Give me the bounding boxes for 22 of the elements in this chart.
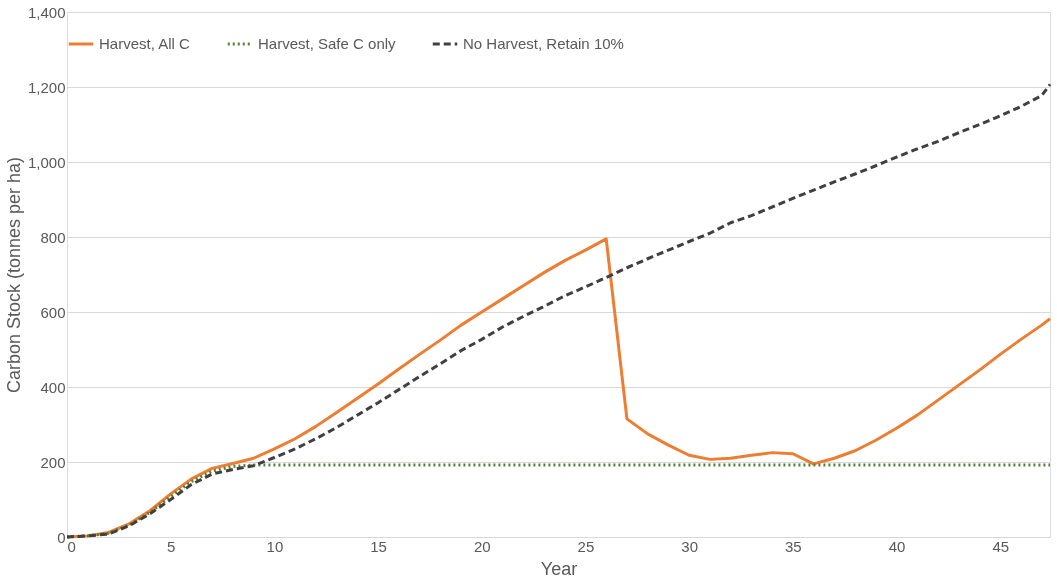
x-tick-label: 5 xyxy=(167,537,176,555)
y-tick-label: 600 xyxy=(40,303,66,321)
x-tick-label: 40 xyxy=(888,537,906,555)
x-tick-label: 30 xyxy=(681,537,698,555)
y-tick-label: 1,400 xyxy=(27,3,66,21)
y-tick-label: 200 xyxy=(40,453,66,471)
y-tick-label: 400 xyxy=(40,378,66,396)
y-tick-label: 1,000 xyxy=(27,153,66,171)
legend-label: Harvest, Safe C only xyxy=(258,35,397,52)
y-tick-label: 1,200 xyxy=(27,78,66,96)
y-tick-label: 800 xyxy=(40,228,66,246)
x-tick-label: 45 xyxy=(992,537,1010,555)
legend-label: Harvest, All C xyxy=(99,35,191,52)
x-axis-title: Year xyxy=(540,558,578,579)
x-tick-label: 15 xyxy=(370,537,387,555)
x-tick-label: 25 xyxy=(577,537,595,555)
x-tick-label: 20 xyxy=(473,537,491,555)
y-axis-title: Carbon Stock (tonnes per ha) xyxy=(3,156,24,394)
legend-label: No Harvest, Retain 10% xyxy=(463,35,624,52)
x-tick-label: 10 xyxy=(266,537,284,555)
line-series xyxy=(65,82,1052,539)
x-tick-label: 35 xyxy=(785,537,802,555)
